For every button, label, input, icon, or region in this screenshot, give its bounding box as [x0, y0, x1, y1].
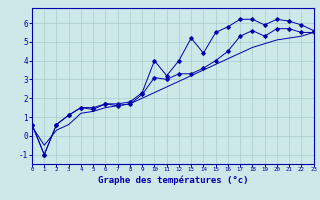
X-axis label: Graphe des températures (°c): Graphe des températures (°c) — [98, 175, 248, 185]
